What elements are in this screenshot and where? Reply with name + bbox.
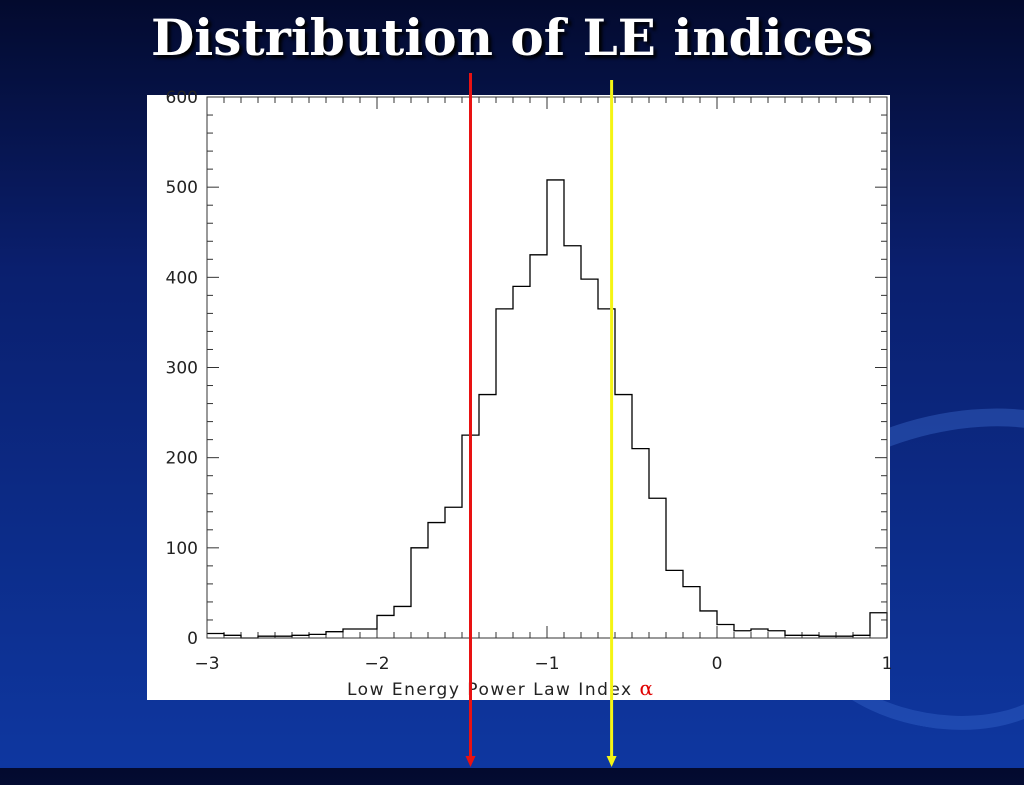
x-axis-label-text: Low Energy Power Law Index bbox=[347, 680, 640, 700]
y-tick-label: 0 bbox=[187, 629, 198, 649]
x-axis-label: Low Energy Power Law Index α bbox=[347, 676, 655, 700]
yellow-marker-arrowhead bbox=[606, 756, 617, 767]
plot-background bbox=[147, 95, 890, 700]
x-tick-label: 1 bbox=[882, 654, 893, 674]
y-tick-label: 300 bbox=[166, 359, 198, 379]
alpha-symbol: α bbox=[640, 676, 655, 700]
histogram-series bbox=[207, 179, 888, 639]
x-tick-label: −2 bbox=[364, 654, 389, 674]
y-tick-label: 400 bbox=[166, 268, 198, 288]
y-tick-label: 200 bbox=[166, 449, 198, 469]
y-tick-label: 100 bbox=[166, 539, 198, 559]
plot-frame bbox=[206, 96, 888, 639]
vertical-markers bbox=[465, 73, 617, 767]
slide-title: Distribution of LE indices bbox=[150, 8, 874, 67]
tick-labels: −3 −2 −1 0 1 0 100 200 300 400 500 600 bbox=[166, 88, 893, 674]
y-tick-label: 500 bbox=[166, 178, 198, 198]
x-tick-label: 0 bbox=[712, 654, 723, 674]
x-tick-label: −1 bbox=[534, 654, 559, 674]
red-marker-arrowhead bbox=[465, 756, 476, 767]
histogram-chart: −3 −2 −1 0 1 0 100 200 300 400 500 600 Low Energy P… bbox=[147, 73, 893, 767]
x-tick-label: −3 bbox=[194, 654, 219, 674]
y-tick-label: 600 bbox=[166, 88, 198, 108]
